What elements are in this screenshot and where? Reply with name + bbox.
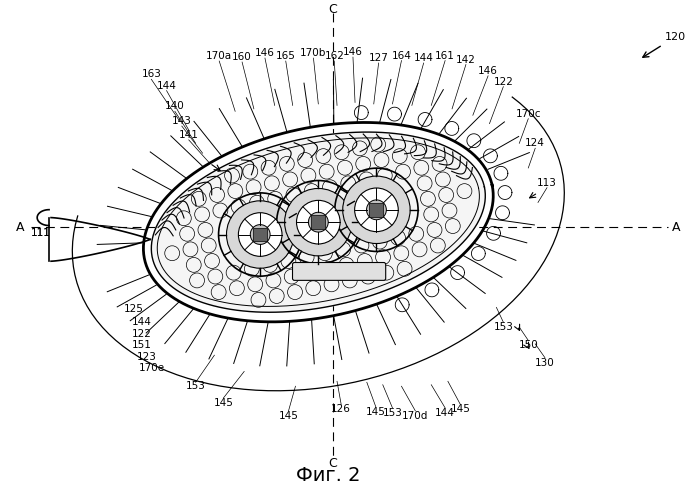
Circle shape: [343, 176, 410, 244]
Text: 120: 120: [665, 32, 686, 42]
FancyBboxPatch shape: [292, 262, 386, 280]
Text: 146: 146: [255, 48, 275, 58]
Text: 170e: 170e: [139, 362, 165, 373]
Text: 163: 163: [141, 70, 161, 80]
Polygon shape: [151, 132, 485, 312]
Text: 130: 130: [535, 357, 555, 368]
Bar: [253, 228, 267, 242]
Text: 144: 144: [414, 53, 433, 63]
Text: 153: 153: [186, 381, 206, 391]
Text: 143: 143: [172, 116, 192, 126]
Text: 151: 151: [131, 340, 152, 350]
Bar: [370, 203, 383, 217]
Text: 170b: 170b: [301, 48, 326, 58]
Text: 111: 111: [31, 229, 51, 239]
Text: 146: 146: [478, 66, 498, 76]
Text: 124: 124: [525, 138, 545, 148]
Circle shape: [238, 213, 282, 256]
Text: 144: 144: [157, 81, 177, 90]
Text: 161: 161: [435, 51, 455, 61]
Text: 144: 144: [435, 408, 455, 418]
Text: C: C: [329, 457, 337, 470]
Circle shape: [250, 225, 270, 245]
Text: 165: 165: [276, 51, 296, 61]
Text: 122: 122: [493, 77, 513, 87]
Text: 162: 162: [324, 51, 344, 61]
Circle shape: [354, 188, 398, 232]
Text: 127: 127: [368, 53, 389, 63]
Text: 122: 122: [131, 329, 152, 339]
Text: 126: 126: [331, 405, 351, 414]
Circle shape: [284, 188, 352, 256]
Text: 123: 123: [137, 352, 157, 362]
Text: 153: 153: [382, 408, 403, 418]
Text: 160: 160: [232, 52, 252, 62]
Text: A: A: [16, 221, 24, 234]
Text: 142: 142: [456, 55, 476, 65]
Text: Фиг. 2: Фиг. 2: [296, 466, 361, 486]
Text: 150: 150: [519, 340, 538, 350]
Text: 145: 145: [213, 398, 233, 408]
Circle shape: [308, 212, 329, 232]
Text: 140: 140: [165, 101, 185, 111]
Text: 145: 145: [279, 411, 298, 421]
Text: 145: 145: [366, 407, 386, 417]
Text: 141: 141: [179, 130, 199, 140]
Text: 113: 113: [537, 178, 557, 188]
Text: 145: 145: [450, 405, 470, 414]
Circle shape: [296, 200, 340, 244]
Text: 170d: 170d: [402, 411, 428, 421]
Circle shape: [366, 200, 387, 220]
Text: 144: 144: [131, 317, 152, 327]
Circle shape: [226, 201, 294, 268]
Text: 146: 146: [343, 47, 363, 57]
Text: A: A: [672, 221, 681, 234]
Bar: [311, 215, 325, 229]
Text: 153: 153: [493, 322, 513, 332]
Text: 111: 111: [31, 229, 51, 239]
Text: 170c: 170c: [516, 109, 541, 119]
Text: 125: 125: [123, 304, 143, 315]
Text: C: C: [329, 3, 337, 16]
Text: 164: 164: [391, 51, 412, 61]
Text: 170a: 170a: [206, 51, 232, 61]
